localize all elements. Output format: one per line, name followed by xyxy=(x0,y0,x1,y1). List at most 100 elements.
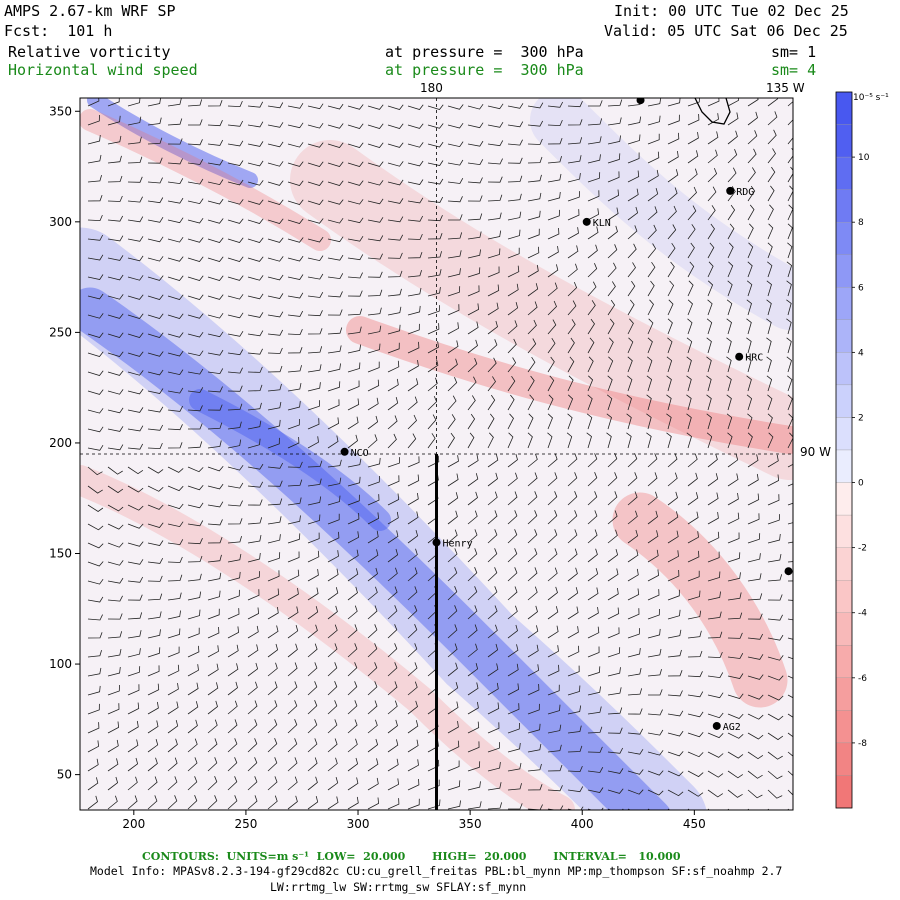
wind-barb xyxy=(607,453,618,468)
wind-barb xyxy=(407,414,417,430)
wind-barb xyxy=(187,538,203,545)
wind-barb xyxy=(427,341,439,354)
wind-barb xyxy=(307,681,318,696)
wind-barb xyxy=(746,394,753,411)
wind-barb xyxy=(287,102,304,109)
wind-barb xyxy=(747,167,756,183)
wind-barb xyxy=(407,529,419,544)
wind-barb xyxy=(327,477,342,487)
wind-barb xyxy=(727,552,741,563)
wind-barb xyxy=(527,138,543,145)
wind-barb xyxy=(527,156,543,164)
wind-barb xyxy=(87,596,104,603)
wind-barb xyxy=(367,271,383,278)
wind-barb xyxy=(606,432,612,449)
wind-barb xyxy=(508,803,523,810)
wind-barb xyxy=(187,627,200,639)
wind-barb xyxy=(187,198,204,205)
wind-barb xyxy=(347,235,364,242)
wind-barb xyxy=(587,510,598,525)
wind-barb xyxy=(387,643,398,658)
wind-barb xyxy=(87,274,104,280)
wind-barb xyxy=(167,405,184,412)
wind-barb xyxy=(547,264,559,278)
wind-barb xyxy=(448,214,463,221)
wind-barb xyxy=(207,519,223,526)
wind-barb xyxy=(367,662,378,677)
wind-barb xyxy=(227,757,238,772)
wind-barb xyxy=(227,367,243,374)
wind-barb xyxy=(347,254,364,261)
wind-barb xyxy=(287,383,302,392)
wind-barb xyxy=(127,425,144,432)
wind-barb xyxy=(687,531,699,544)
wind-barb xyxy=(387,142,404,148)
wind-barb xyxy=(87,254,104,261)
wind-barb xyxy=(127,98,141,107)
wind-barb xyxy=(667,550,679,563)
wind-barb xyxy=(367,457,381,468)
wind-barb xyxy=(207,237,224,243)
colorbar-segment xyxy=(835,417,853,451)
wind-barb xyxy=(127,116,142,126)
wind-barb xyxy=(727,673,744,679)
wind-barb xyxy=(247,607,260,620)
wind-barb xyxy=(767,694,784,701)
wind-barb xyxy=(487,284,500,297)
wind-barb xyxy=(367,289,383,297)
wind-barb xyxy=(667,318,673,335)
wind-barb xyxy=(767,732,784,741)
wind-barb xyxy=(127,196,143,203)
wind-barb xyxy=(167,466,184,473)
wind-barb xyxy=(746,299,752,316)
wind-barb xyxy=(527,228,540,240)
wind-barb xyxy=(447,414,456,430)
wind-barb xyxy=(607,510,618,525)
wind-barb xyxy=(188,119,203,126)
wind-barb xyxy=(587,548,598,563)
wind-barb xyxy=(747,111,758,126)
wind-barb xyxy=(227,294,244,300)
wind-barb xyxy=(686,413,692,430)
wind-barb xyxy=(567,491,578,506)
wind-barb xyxy=(607,529,618,544)
coastline xyxy=(694,98,731,125)
wind-barb xyxy=(667,491,678,506)
wind-barb xyxy=(487,510,498,525)
wind-barb xyxy=(187,719,198,734)
wind-barb xyxy=(647,628,661,639)
wind-barb xyxy=(187,484,204,491)
wind-barb xyxy=(287,757,298,772)
wind-barb xyxy=(207,608,220,620)
wind-barb xyxy=(487,782,502,791)
wind-barb xyxy=(727,280,733,297)
wind-barb xyxy=(667,789,684,797)
wind-barb xyxy=(687,630,702,639)
wind-barb xyxy=(547,606,559,620)
wind-barb xyxy=(648,689,663,696)
wind-barb xyxy=(387,397,399,411)
lon-label-180: 180 xyxy=(420,81,443,95)
wind-barb xyxy=(547,155,562,164)
wind-barb xyxy=(607,189,620,202)
wind-barb xyxy=(767,713,784,721)
wind-barb xyxy=(767,242,773,259)
wind-barb xyxy=(667,299,674,316)
wind-barb xyxy=(387,719,398,734)
wind-barb xyxy=(547,684,560,696)
wind-barb xyxy=(247,552,261,563)
wind-barb xyxy=(327,309,343,316)
wind-barb xyxy=(267,199,284,205)
wind-barb xyxy=(327,776,339,791)
wind-barb xyxy=(307,436,319,449)
wind-barb xyxy=(507,283,519,297)
wind-barb xyxy=(606,413,612,430)
wind-barb xyxy=(107,115,121,126)
wind-barb xyxy=(287,700,298,715)
wind-barb xyxy=(787,713,793,718)
wind-barb xyxy=(427,269,442,278)
wind-barb xyxy=(666,413,672,430)
wind-barb xyxy=(567,356,575,373)
wind-barb xyxy=(307,180,324,186)
wind-barb xyxy=(387,360,400,373)
